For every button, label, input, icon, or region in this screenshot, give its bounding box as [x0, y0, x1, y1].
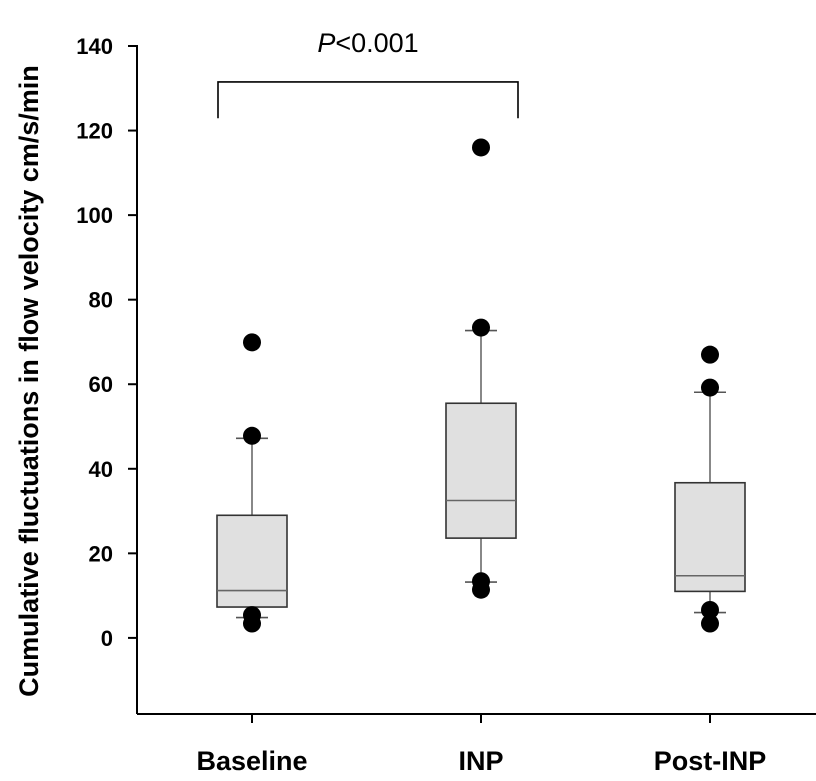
- significance-bracket: [217, 81, 519, 119]
- box-post-inp: [674, 345, 746, 633]
- y-tick-label: 140: [76, 34, 113, 59]
- y-tick-label: 0: [101, 626, 113, 651]
- box-inp: [445, 138, 517, 599]
- y-axis-title: Cumulative fluctuations in flow velocity…: [14, 65, 44, 697]
- outlier-point: [243, 606, 261, 625]
- outlier-point: [701, 378, 719, 397]
- p-value-label: P<0.001: [317, 28, 418, 58]
- outlier-point: [472, 138, 490, 157]
- box-baseline: [216, 333, 288, 633]
- outlier-point: [243, 333, 261, 352]
- y-axis-title-group: Cumulative fluctuations in flow velocity…: [14, 65, 44, 697]
- x-category-label: Baseline: [196, 746, 307, 776]
- y-tick-label: 60: [89, 372, 113, 397]
- x-category-label: Post-INP: [654, 746, 767, 776]
- x-category-label: INP: [458, 746, 503, 776]
- y-axis-ticks: 0 20 40 60 80 100 120 140: [76, 34, 137, 651]
- y-tick-label: 20: [89, 541, 113, 566]
- axes: [136, 45, 816, 715]
- box-iqr: [674, 481, 746, 593]
- box-iqr: [216, 514, 288, 608]
- y-tick-label: 120: [76, 119, 113, 144]
- outlier-point: [701, 345, 719, 364]
- box-iqr: [445, 402, 517, 539]
- p-value-threshold: <0.001: [335, 28, 418, 58]
- x-axis-categories: Baseline INP Post-INP: [196, 714, 766, 776]
- outlier-point: [243, 426, 261, 445]
- outlier-point: [472, 318, 490, 337]
- y-tick-label: 80: [89, 288, 113, 313]
- boxes: [216, 138, 746, 633]
- y-tick-label: 100: [76, 203, 113, 228]
- outlier-point: [701, 600, 719, 619]
- y-tick-label: 40: [89, 457, 113, 482]
- p-value-symbol: P: [317, 28, 335, 58]
- outlier-point: [701, 614, 719, 633]
- outlier-point: [472, 572, 490, 591]
- significance-annotation: P<0.001: [217, 28, 519, 119]
